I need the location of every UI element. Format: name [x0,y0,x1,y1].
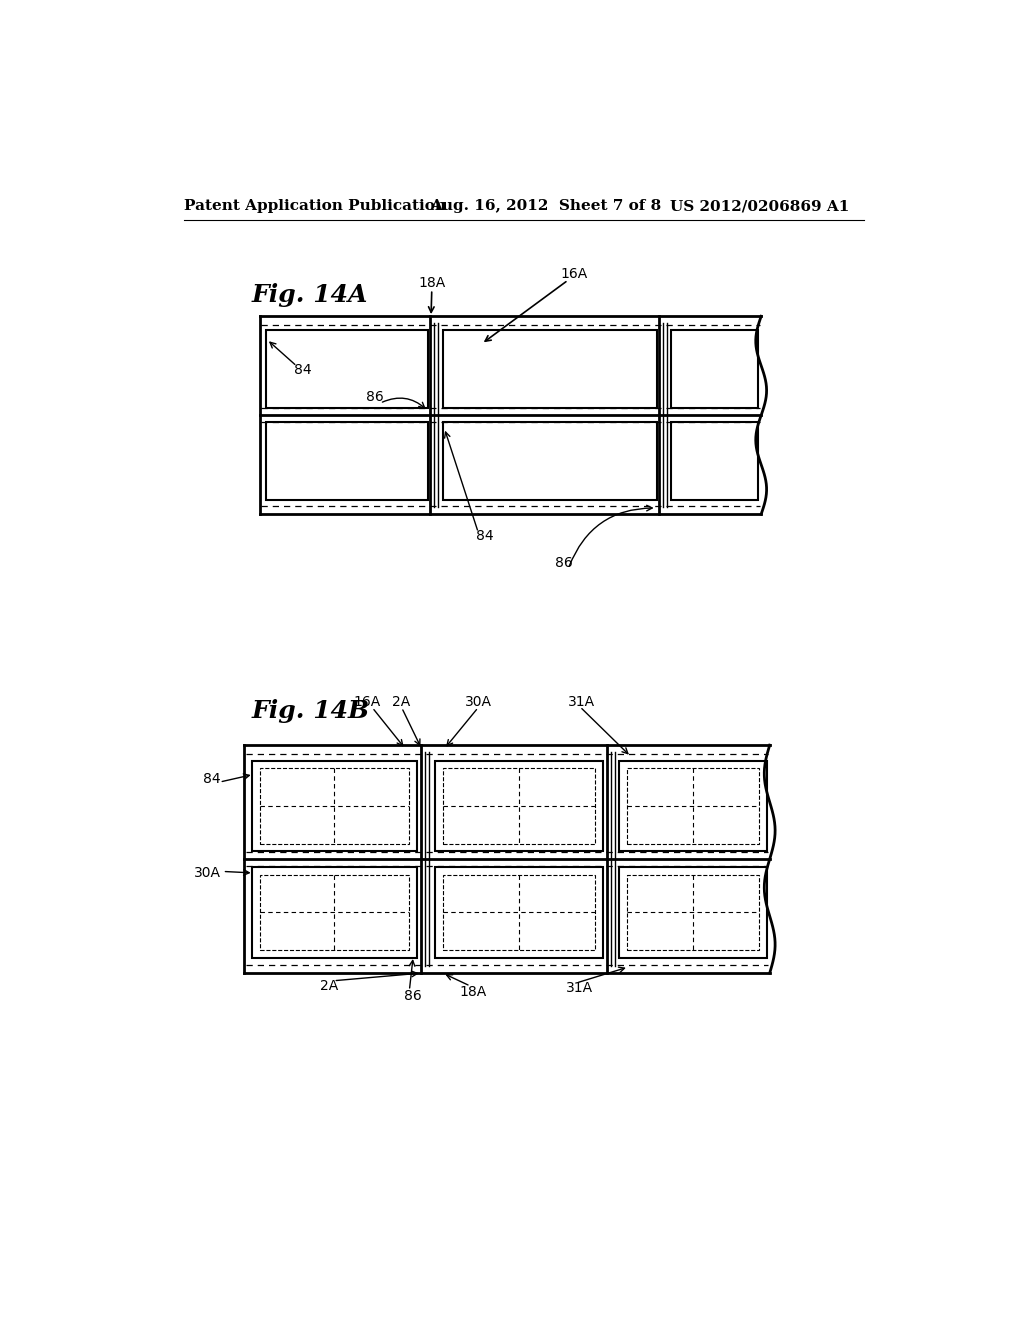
Text: Fig. 14B: Fig. 14B [252,700,370,723]
Text: 2A: 2A [392,696,411,709]
Text: 31A: 31A [568,696,595,709]
Text: Fig. 14A: Fig. 14A [252,284,369,308]
Bar [672,422,758,500]
Text: 84: 84 [203,772,220,785]
Text: 86: 86 [404,989,422,1003]
Text: 86: 86 [555,556,572,570]
Text: 30A: 30A [195,866,221,880]
Text: 84: 84 [294,363,311,378]
Bar [435,867,603,958]
Text: 18A: 18A [418,276,445,290]
Bar [620,760,767,851]
Text: Patent Application Publication: Patent Application Publication [183,199,445,213]
Bar [627,768,759,843]
Bar [266,422,428,500]
Text: 18A: 18A [459,985,486,998]
Bar [260,875,410,950]
Text: 86: 86 [366,391,383,404]
Bar [620,867,767,958]
Text: 16A: 16A [560,267,587,281]
Bar [442,422,656,500]
Bar [260,768,410,843]
Bar [252,760,417,851]
Bar [442,330,656,408]
Bar [627,875,759,950]
Bar [672,330,758,408]
Text: Aug. 16, 2012  Sheet 7 of 8: Aug. 16, 2012 Sheet 7 of 8 [430,199,662,213]
Bar [435,760,603,851]
Text: 16A: 16A [353,696,380,709]
Text: 30A: 30A [465,696,492,709]
Text: US 2012/0206869 A1: US 2012/0206869 A1 [671,199,850,213]
Bar [442,875,595,950]
Text: 31A: 31A [565,982,593,995]
Bar [442,768,595,843]
Text: 84: 84 [476,529,494,543]
Bar [266,330,428,408]
Bar [252,867,417,958]
Text: 2A: 2A [321,979,339,993]
